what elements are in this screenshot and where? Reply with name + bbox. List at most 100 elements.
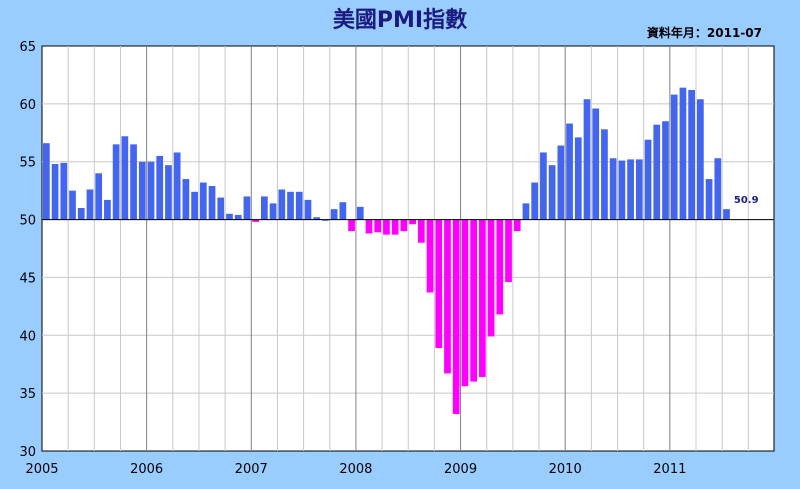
bar-expansion xyxy=(618,160,626,220)
y-tick-label: 45 xyxy=(19,271,36,286)
bar-expansion xyxy=(304,199,312,220)
bar-expansion xyxy=(697,99,704,220)
bar-expansion xyxy=(217,197,225,220)
bar-expansion xyxy=(43,143,50,220)
bar-expansion xyxy=(531,182,539,220)
x-tick-label: 2007 xyxy=(235,462,268,477)
y-tick-label: 50 xyxy=(19,214,36,229)
bar-contraction xyxy=(435,219,443,349)
bar-expansion xyxy=(635,159,643,220)
bar-expansion xyxy=(688,89,695,220)
x-tick-label: 2005 xyxy=(25,462,58,477)
bar-expansion xyxy=(548,165,556,220)
bar-expansion xyxy=(147,161,155,220)
bar-contraction xyxy=(383,219,390,235)
bar-expansion xyxy=(662,121,669,220)
bar-contraction xyxy=(417,219,425,243)
bar-expansion xyxy=(165,165,172,220)
bar-expansion xyxy=(609,158,617,220)
bar-contraction xyxy=(374,219,382,233)
x-tick-label: 2011 xyxy=(653,462,686,477)
bar-expansion xyxy=(156,155,164,220)
bar-expansion xyxy=(278,189,286,220)
y-tick-label: 35 xyxy=(19,387,36,402)
y-tick-label: 55 xyxy=(19,156,36,171)
bar-contraction xyxy=(470,219,477,382)
bar-expansion xyxy=(95,173,103,220)
bar-expansion xyxy=(182,179,190,220)
bar-expansion xyxy=(208,186,216,220)
bar-expansion xyxy=(574,137,582,220)
bar-expansion xyxy=(104,199,111,220)
bar-expansion xyxy=(583,99,591,220)
bar-contraction xyxy=(513,219,521,232)
x-tick-label: 2008 xyxy=(339,462,372,477)
bar-expansion xyxy=(60,162,68,220)
bar-expansion xyxy=(121,136,129,220)
bar-expansion xyxy=(670,94,678,220)
bar-contraction xyxy=(391,219,399,235)
bar-expansion xyxy=(540,152,547,220)
bar-expansion xyxy=(261,196,268,220)
bar-contraction xyxy=(505,219,512,283)
bar-expansion xyxy=(601,129,608,220)
bar-contraction xyxy=(479,219,486,377)
bar-contraction xyxy=(487,219,495,337)
bar-expansion xyxy=(199,182,207,220)
bar-expansion xyxy=(705,179,713,220)
bar-expansion xyxy=(566,123,573,220)
bar-expansion xyxy=(138,161,146,220)
bar-contraction xyxy=(461,219,469,387)
y-tick-label: 60 xyxy=(19,98,36,113)
bar-expansion xyxy=(226,213,233,220)
bar-contraction xyxy=(409,219,416,225)
bar-expansion xyxy=(287,191,294,220)
bar-expansion xyxy=(269,203,277,220)
x-tick-label: 2009 xyxy=(444,462,477,477)
chart-title: 美國PMI指數 xyxy=(332,8,468,33)
bar-expansion xyxy=(77,208,85,220)
bar-expansion xyxy=(592,108,600,220)
bar-expansion xyxy=(173,152,181,220)
bar-expansion xyxy=(112,144,120,220)
bar-contraction xyxy=(444,219,451,374)
bar-expansion xyxy=(51,164,59,220)
bar-expansion xyxy=(714,158,722,220)
y-tick-label: 40 xyxy=(19,329,36,344)
bar-expansion xyxy=(322,219,329,221)
bar-contraction xyxy=(365,219,373,234)
bar-contraction xyxy=(452,219,460,414)
bar-expansion xyxy=(653,124,661,220)
bar-expansion xyxy=(557,145,565,220)
y-tick-label: 65 xyxy=(19,40,36,55)
x-tick-label: 2006 xyxy=(130,462,163,477)
bar-expansion xyxy=(644,139,652,220)
bar-contraction xyxy=(426,219,434,293)
bar-expansion xyxy=(295,191,303,220)
bar-expansion xyxy=(243,196,251,220)
bar-expansion xyxy=(313,217,321,220)
bar-contraction xyxy=(496,219,504,315)
x-tick-label: 2010 xyxy=(549,462,582,477)
last-value-label: 50.9 xyxy=(734,195,759,206)
bar-expansion xyxy=(330,209,338,220)
bar-contraction xyxy=(252,219,259,222)
bar-contraction xyxy=(348,219,355,232)
bar-expansion xyxy=(723,209,730,220)
bar-expansion xyxy=(356,206,364,220)
bars xyxy=(43,87,730,414)
data-date-note: 資料年月：2011-07 xyxy=(646,26,762,40)
bar-contraction xyxy=(400,219,408,232)
axis-labels: 30 35 40 45 50 55 60 65 2005 2006 2007 2008 2009 2010… xyxy=(19,40,758,477)
bar-expansion xyxy=(234,214,242,220)
bar-expansion xyxy=(679,87,687,220)
y-tick-label: 30 xyxy=(19,445,36,460)
bar-expansion xyxy=(191,191,198,220)
bar-expansion xyxy=(522,203,530,220)
bar-expansion xyxy=(69,190,76,220)
bar-expansion xyxy=(339,202,347,220)
bar-expansion xyxy=(627,159,634,220)
bar-expansion xyxy=(86,189,94,220)
bar-expansion xyxy=(130,144,137,220)
